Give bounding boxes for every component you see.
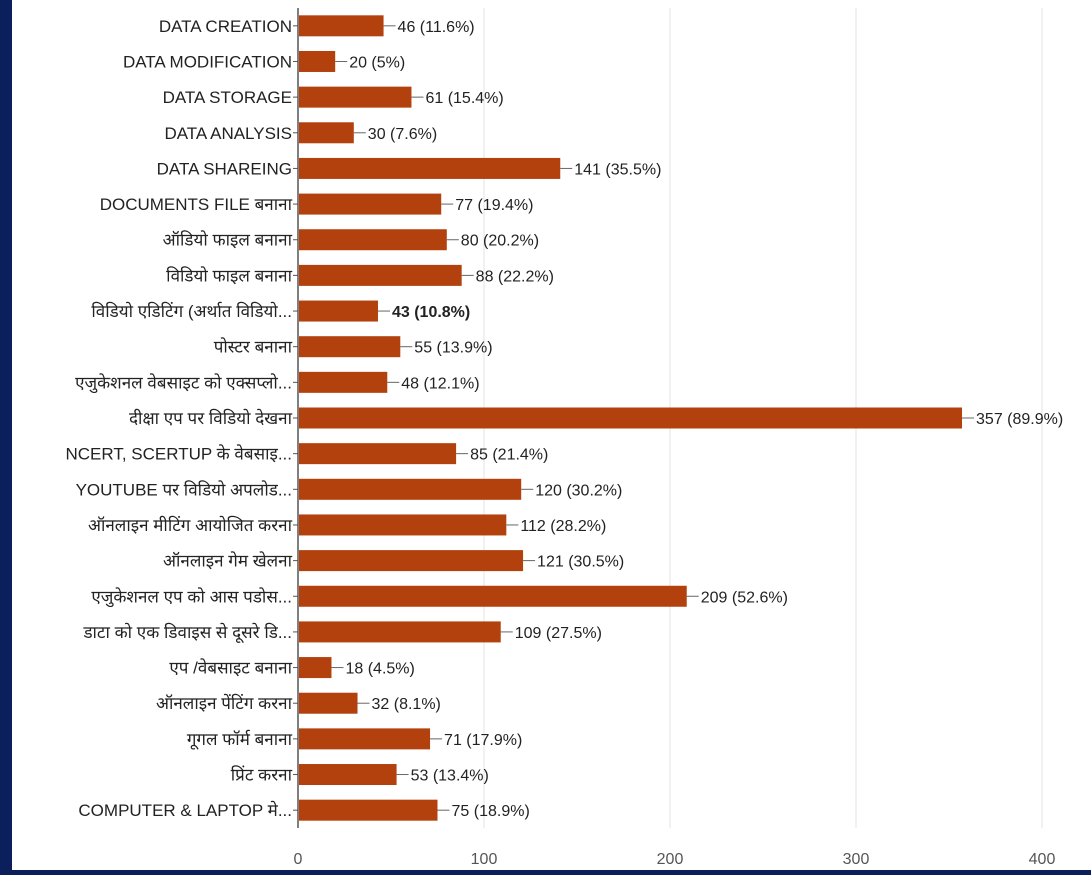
category-label: ऑनलाइन गेम खेलना [163,551,293,571]
category-label: विडियो एडिटिंग (अर्थात विडियो... [91,301,292,321]
category-label: DATA CREATION [159,17,292,36]
bar [299,407,963,429]
data-label: 88 (22.2%) [476,268,554,285]
category-label: DOCUMENTS FILE बनाना [100,195,293,214]
data-label: 20 (5%) [349,54,405,71]
bar [299,478,522,500]
data-label: 112 (28.2%) [520,518,606,535]
x-tick-label: 0 [294,851,303,868]
data-label: 43 (10.8%) [392,304,470,321]
data-label: 61 (15.4%) [425,90,503,107]
category-label: DATA ANALYSIS [164,124,292,143]
data-label: 121 (30.5%) [537,554,624,571]
category-label: एजुकेशनल एप को आस पडोस... [91,586,292,607]
data-label: 77 (19.4%) [455,197,533,214]
data-label: 85 (21.4%) [470,447,548,464]
category-label: डाटा को एक डिवाइस से दूसरे डि... [82,622,292,643]
bars [299,15,963,821]
category-label: एप /वेबसाइट बनाना [169,658,292,678]
data-label: 55 (13.9%) [414,340,492,357]
category-label: पोस्टर बनाना [214,337,293,357]
bar [299,443,457,465]
category-label: ऑनलाइन मीटिंग आयोजित करना [88,515,293,535]
data-label: 18 (4.5%) [345,661,414,678]
category-label: ऑडियो फाइल बनाना [163,230,293,250]
category-label: प्रिंट करना [231,765,293,785]
data-label: 48 (12.1%) [401,375,479,392]
bar [299,728,431,750]
data-labels: 46 (11.6%) 20 (5%) 61 (15.4%) 30 (7.6%) 141 … [331,19,1063,820]
bar [299,585,687,607]
data-label: 75 (18.9%) [452,803,530,820]
category-label: दीक्षा एप पर विडियो देखना [129,408,293,428]
data-label: 357 (89.9%) [976,411,1063,428]
x-tick-label: 400 [1029,851,1056,868]
bar [299,300,378,322]
bar [299,122,354,144]
bar [299,157,561,179]
category-label: DATA STORAGE [163,88,292,107]
data-label: 80 (20.2%) [461,233,539,250]
data-label: 32 (8.1%) [372,696,441,713]
data-label: 46 (11.6%) [398,19,475,36]
bar [299,799,438,821]
data-label: 109 (27.5%) [515,625,602,642]
data-label: 53 (13.4%) [411,768,489,785]
bar [299,764,397,786]
x-tick-label: 300 [843,851,870,868]
bar [299,15,384,37]
category-label: ऑनलाइन पेंटिंग करना [156,693,293,713]
data-label: 141 (35.5%) [574,161,661,178]
bar [299,692,358,714]
category-label: COMPUTER & LAPTOP मे... [78,800,292,820]
chart-frame: DATA CREATION DATA MODIFICATION DATA STORA… [12,0,1091,870]
x-tick-label: 100 [471,851,498,868]
category-labels: DATA CREATION DATA MODIFICATION DATA STORA… [66,17,293,820]
bar [299,264,462,286]
category-label: DATA SHAREING [157,159,292,178]
y-axis [293,8,299,828]
category-label: विडियो फाइल बनाना [166,265,292,285]
data-label: 120 (30.2%) [535,482,622,499]
bar [299,657,332,679]
bar [299,229,447,251]
category-label: गूगल फॉर्म बनाना [187,729,293,750]
x-axis-ticks: 0 100 200 300 400 [294,851,1056,868]
data-label: 209 (52.6%) [701,589,788,606]
category-label: DATA MODIFICATION [123,52,292,71]
bar [299,621,501,643]
category-label: एजुकेशनल वेबसाइट को एक्सप्लो... [75,372,292,393]
bar [299,550,524,572]
bar [299,86,412,108]
bar-chart: DATA CREATION DATA MODIFICATION DATA STORA… [66,8,1063,868]
bar [299,336,401,358]
data-label: 30 (7.6%) [368,126,437,143]
category-label: YOUTUBE पर विडियो अपलोड... [76,479,292,499]
bar [299,514,507,536]
x-tick-label: 200 [657,851,684,868]
bar [299,371,388,393]
bar [299,50,336,72]
category-label: NCERT, SCERTUP के वेबसाइ... [66,444,293,464]
data-label: 71 (17.9%) [444,732,522,749]
bar [299,193,442,215]
